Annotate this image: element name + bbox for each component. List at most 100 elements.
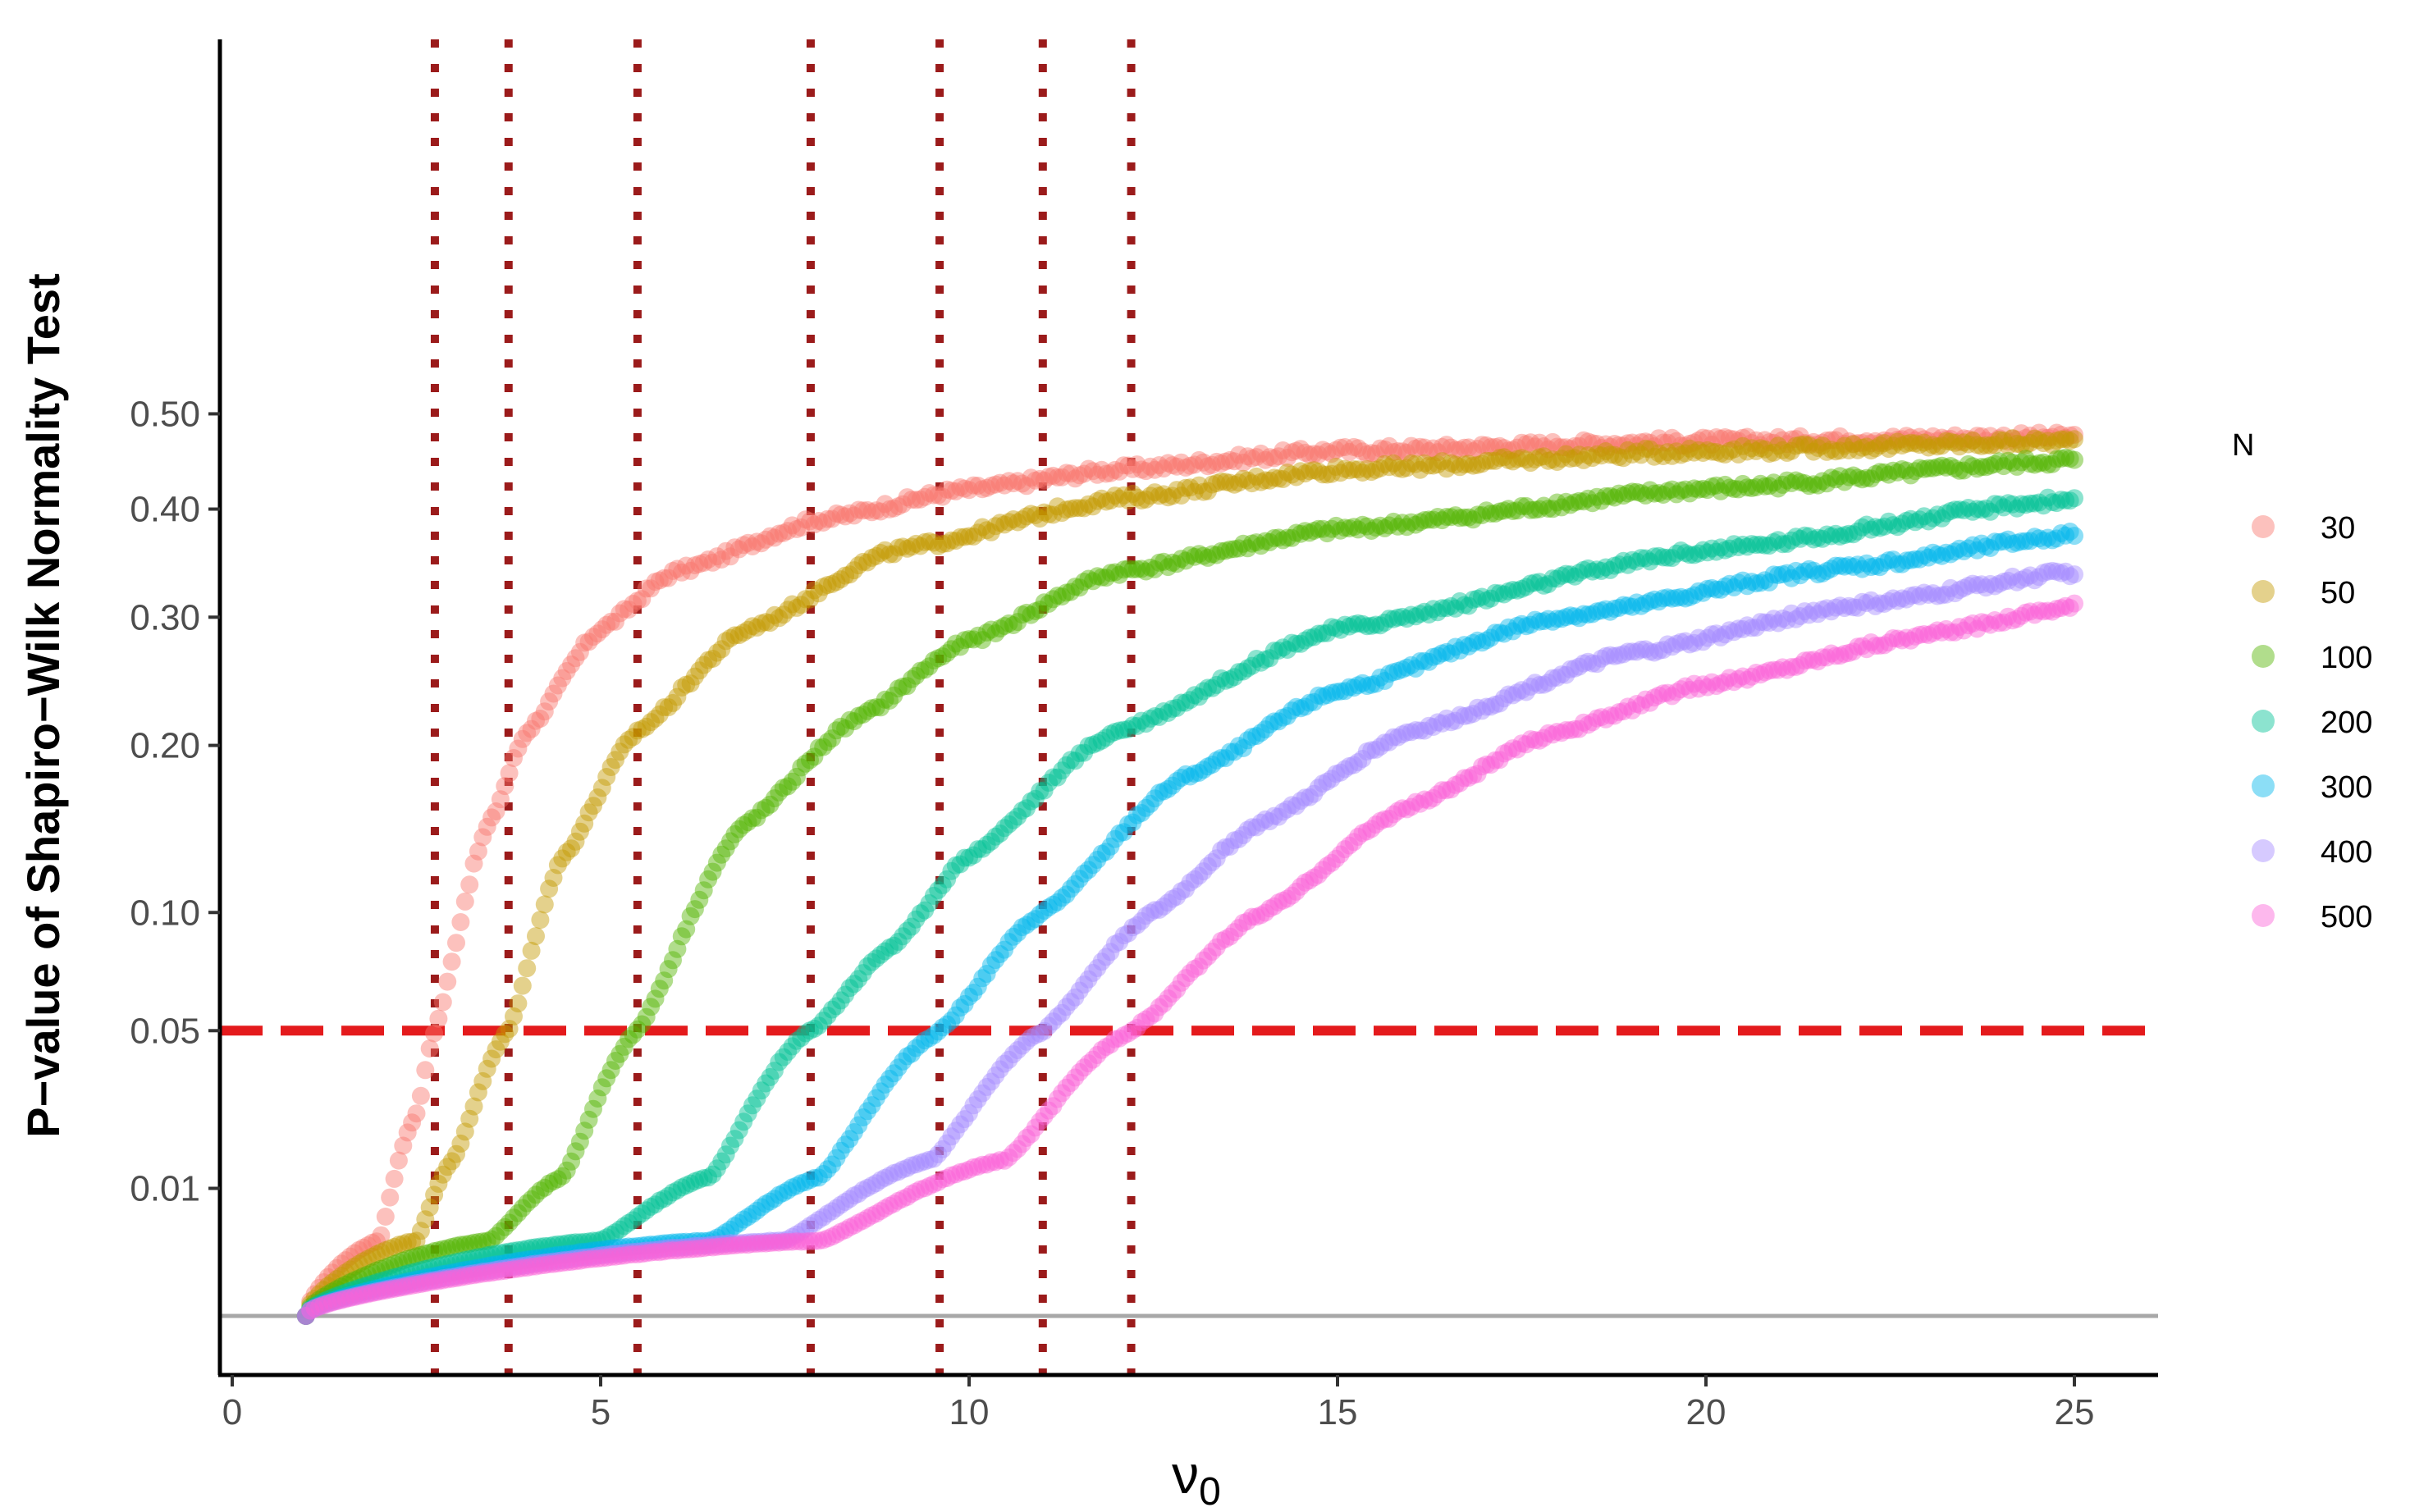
data-point <box>1327 516 1346 535</box>
data-point <box>1048 587 1067 605</box>
data-point <box>1932 436 1951 455</box>
data-point <box>562 1233 581 1252</box>
data-point <box>1667 485 1686 504</box>
data-point <box>951 998 970 1017</box>
data-point <box>633 590 652 609</box>
data-point <box>2043 493 2062 512</box>
data-point <box>1671 541 1690 560</box>
data-point <box>1499 500 1518 518</box>
data-point <box>844 712 863 731</box>
data-point <box>398 1264 417 1283</box>
data-point <box>1888 463 1907 482</box>
data-point <box>1676 480 1694 499</box>
data-point <box>531 710 550 728</box>
data-point <box>1857 432 1876 450</box>
data-point <box>1539 451 1557 470</box>
data-point <box>1561 496 1580 514</box>
data-point <box>1278 449 1296 467</box>
data-point <box>1530 433 1549 452</box>
data-point <box>1671 445 1690 464</box>
data-point <box>411 1222 430 1240</box>
data-point <box>1610 484 1628 503</box>
data-point <box>1596 442 1615 460</box>
data-point <box>1322 464 1341 483</box>
data-point <box>849 706 868 725</box>
data-point <box>464 1259 483 1278</box>
data-point <box>1053 888 1072 907</box>
data-point <box>1879 440 1898 459</box>
data-point <box>1194 453 1213 472</box>
data-point <box>716 541 735 560</box>
data-point <box>381 1256 400 1275</box>
data-point <box>403 1232 422 1251</box>
legend-label: 200 <box>2321 706 2372 740</box>
data-point <box>1079 495 1098 514</box>
data-point <box>323 1263 342 1282</box>
x-tick-label: 20 <box>1686 1392 1726 1432</box>
y-tick-label: 0.30 <box>130 597 200 637</box>
data-point <box>2008 430 2026 449</box>
data-point <box>694 1169 713 1187</box>
data-point <box>757 1195 775 1213</box>
data-point <box>646 989 665 1008</box>
data-point <box>907 1039 926 1057</box>
data-point <box>867 546 885 565</box>
data-point <box>1539 440 1557 459</box>
data-point <box>1968 436 1987 455</box>
data-point <box>2016 436 2035 455</box>
data-point <box>429 1174 448 1193</box>
data-point <box>1690 480 1708 499</box>
data-point <box>1305 522 1324 540</box>
data-point <box>1455 508 1474 527</box>
data-point <box>1305 692 1324 711</box>
data-point <box>1553 450 1571 468</box>
data-point <box>482 1049 501 1068</box>
data-point <box>752 1081 771 1100</box>
data-point <box>1570 445 1589 464</box>
data-point <box>1212 541 1231 560</box>
data-point <box>500 1213 519 1232</box>
data-point <box>1097 492 1115 511</box>
data-point <box>1892 436 1911 455</box>
data-point <box>1769 531 1787 550</box>
data-point <box>1919 432 1938 450</box>
data-point <box>584 1241 602 1260</box>
data-point <box>588 1089 607 1108</box>
data-point <box>1247 448 1266 467</box>
data-point <box>1777 443 1796 462</box>
data-point <box>575 814 594 833</box>
data-point <box>1932 456 1951 475</box>
data-point <box>394 1273 413 1292</box>
data-point <box>1070 578 1089 597</box>
data-point <box>1318 624 1337 642</box>
data-point <box>473 1258 492 1277</box>
data-point <box>668 1181 687 1199</box>
data-point <box>1366 460 1385 479</box>
data-point <box>1601 437 1620 456</box>
data-point <box>1336 518 1354 537</box>
data-point <box>2051 430 2070 449</box>
data-point <box>924 486 943 505</box>
data-point <box>672 678 691 697</box>
data-point <box>1755 431 1774 450</box>
data-point <box>611 1220 629 1239</box>
data-point <box>296 1307 315 1325</box>
data-point <box>433 1165 452 1184</box>
data-point <box>757 1074 775 1093</box>
data-point <box>1114 456 1133 475</box>
data-point <box>363 1263 382 1281</box>
data-point <box>1923 436 1942 455</box>
data-point <box>584 1099 602 1118</box>
data-point <box>1574 450 1593 469</box>
data-point <box>903 537 921 556</box>
data-point <box>880 500 899 518</box>
data-point <box>964 630 983 649</box>
data-point <box>332 1285 350 1304</box>
data-point <box>601 612 620 631</box>
data-point <box>1088 491 1107 510</box>
data-point <box>894 537 912 556</box>
data-point <box>1557 492 1575 511</box>
data-point <box>770 524 789 543</box>
data-point <box>2043 427 2062 446</box>
data-point <box>990 619 1009 638</box>
